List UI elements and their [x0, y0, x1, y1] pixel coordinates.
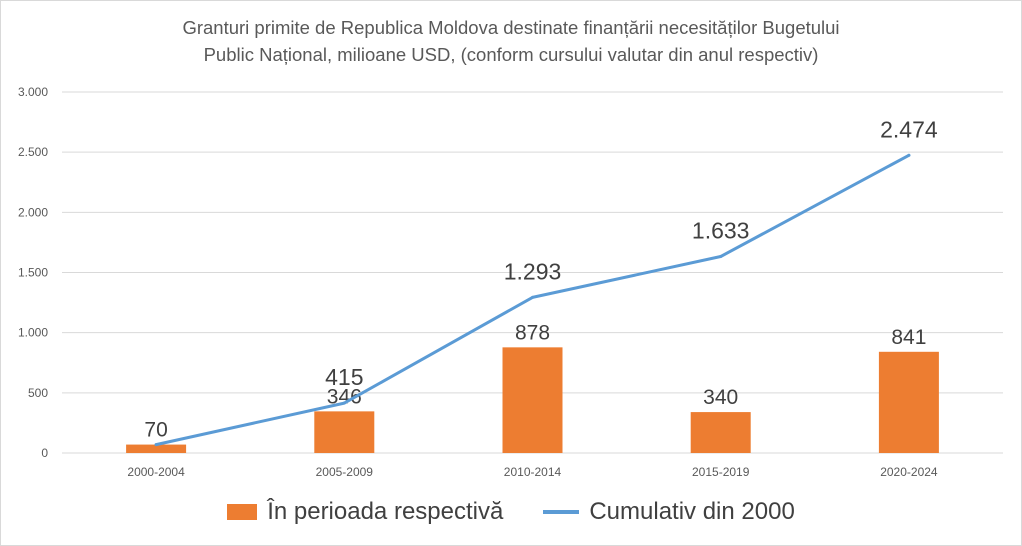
bar-data-label: 340: [703, 386, 738, 409]
y-tick-label: 0: [41, 446, 48, 460]
x-tick-label: 2005-2009: [316, 465, 374, 479]
line-point: [907, 153, 911, 157]
bar-data-label: 878: [515, 321, 550, 344]
bar: [878, 351, 939, 453]
chart-title-line-1: Granturi primite de Republica Moldova de…: [182, 17, 840, 38]
x-tick-label: 2010-2014: [504, 465, 562, 479]
line-point: [531, 295, 534, 299]
line-data-label: 415: [325, 364, 363, 390]
bar: [314, 411, 375, 453]
y-tick-label: 3.000: [18, 85, 48, 99]
chart-title-line-2: Public Național, milioane USD, (conform …: [203, 44, 819, 65]
line-point: [342, 401, 346, 405]
y-tick-label: 1.000: [18, 326, 48, 340]
x-tick-label: 2020-2024: [880, 465, 938, 479]
y-tick-label: 1.500: [18, 266, 48, 280]
y-tick-label: 2.500: [18, 145, 48, 159]
x-tick-label: 2015-2019: [692, 465, 750, 479]
bar-data-label: 346: [327, 385, 362, 408]
x-tick-label: 2000-2004: [127, 465, 185, 479]
bar-data-label: 841: [891, 326, 926, 349]
line-point: [719, 254, 723, 258]
line-data-label: 1.633: [692, 217, 750, 243]
bar: [502, 347, 563, 453]
bar-data-label: 70: [144, 419, 167, 442]
legend-swatch-line: [543, 510, 580, 514]
bar: [126, 444, 187, 453]
legend-label-bars: În perioada respectivă: [267, 498, 504, 525]
bar: [690, 412, 751, 453]
line-point: [154, 443, 158, 447]
chart-title: Granturi primite de Republica Moldova de…: [0, 14, 1022, 68]
y-tick-label: 2.000: [18, 205, 48, 219]
chart-legend: În perioada respectivă Cumulativ din 200…: [0, 498, 1022, 526]
legend-item-line: Cumulativ din 2000: [543, 498, 795, 526]
line-data-label: 2.474: [880, 116, 938, 142]
legend-label-line: Cumulativ din 2000: [589, 498, 795, 525]
y-tick-label: 500: [28, 386, 48, 400]
legend-item-bars: În perioada respectivă: [227, 498, 503, 526]
legend-swatch-bars: [227, 504, 258, 520]
line-data-label: 1.293: [504, 258, 562, 284]
